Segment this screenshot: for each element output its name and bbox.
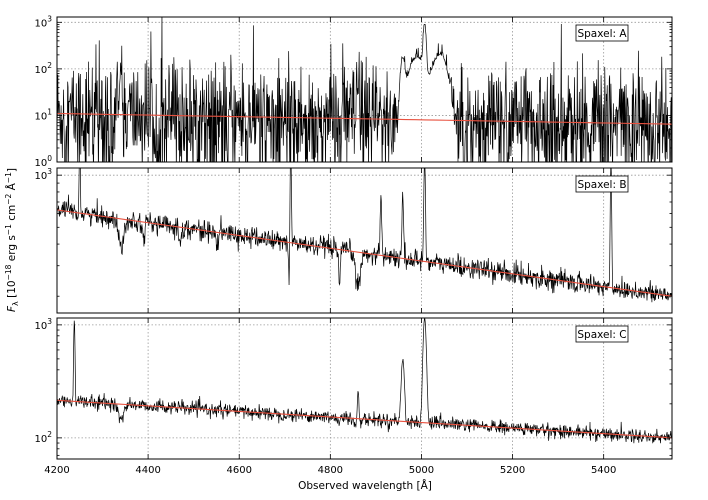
spaxel-label-text: Spaxel: A bbox=[577, 28, 627, 40]
x-tick-label: 4400 bbox=[135, 465, 160, 476]
spaxel-label-text: Spaxel: B bbox=[577, 179, 626, 191]
x-tick-label: 5000 bbox=[409, 465, 434, 476]
y-tick-label: 102 bbox=[34, 430, 52, 445]
panel-3: 102 103 Spaxel: C bbox=[34, 317, 673, 460]
y-axis-ang: Å bbox=[5, 182, 18, 193]
spaxel-label-box bbox=[575, 175, 629, 193]
panels: 100 101 102 103 Spaxel: A 103 Spaxel: B 102 103 S… bbox=[34, 14, 673, 460]
y-axis-exp2: −1 bbox=[4, 224, 13, 235]
x-tick-label: 4600 bbox=[226, 465, 251, 476]
x-tick-label: 4200 bbox=[44, 465, 69, 476]
spaxel-label-box bbox=[575, 24, 629, 42]
panel-1: 100 101 102 103 Spaxel: A bbox=[34, 14, 673, 169]
y-tick-label: 103 bbox=[34, 14, 52, 29]
y-axis-symbol: F bbox=[6, 305, 18, 312]
y-axis-title: Fλ [10−18 erg s−1 cm−2 Å−1] bbox=[4, 168, 20, 312]
grid bbox=[57, 168, 672, 313]
x-tick-label: 4800 bbox=[318, 465, 343, 476]
spectrum-line bbox=[57, 318, 672, 444]
y-tick-label: 100 bbox=[34, 154, 52, 169]
spaxel-label: Spaxel: C bbox=[575, 325, 629, 343]
y-tick-label: 102 bbox=[34, 61, 52, 76]
y-tick-label: 103 bbox=[34, 317, 52, 332]
continuum-fit-line bbox=[57, 399, 672, 439]
y-axis-close: ] bbox=[6, 168, 18, 172]
y-axis-subscript: λ bbox=[11, 301, 20, 306]
y-tick-label: 103 bbox=[34, 167, 52, 182]
y-axis-exp1: −18 bbox=[4, 264, 13, 280]
continuum-fit-line bbox=[57, 112, 672, 125]
x-axis-title: Observed wavelength [Å] bbox=[298, 479, 432, 492]
continuum-fit-line bbox=[57, 209, 672, 297]
panel-2: 103 Spaxel: B bbox=[34, 167, 673, 314]
axes-frame bbox=[56, 317, 673, 460]
spaxel-label-box bbox=[575, 325, 629, 343]
spaxel-label-text: Spaxel: C bbox=[577, 329, 626, 341]
y-tick-label: 101 bbox=[34, 107, 52, 122]
x-tick-label: 5400 bbox=[591, 465, 616, 476]
x-tick-label: 5200 bbox=[500, 465, 525, 476]
y-axis-exp3: −2 bbox=[4, 193, 13, 204]
spectrum-line bbox=[57, 168, 672, 303]
axes-frame bbox=[56, 167, 673, 314]
spectrum-line bbox=[57, 17, 672, 162]
y-axis-unit-open: [10 bbox=[6, 280, 18, 301]
x-tick-labels: 4200 4400 4600 4800 5000 5200 5400 bbox=[44, 465, 616, 476]
y-axis-cm: cm bbox=[6, 205, 18, 224]
y-axis-erg: erg s bbox=[6, 235, 18, 264]
spaxel-label: Spaxel: B bbox=[575, 175, 629, 193]
spaxel-label: Spaxel: A bbox=[575, 24, 629, 42]
y-axis-exp4: −1 bbox=[4, 172, 13, 183]
axes-frame bbox=[56, 16, 673, 163]
grid bbox=[57, 318, 672, 459]
